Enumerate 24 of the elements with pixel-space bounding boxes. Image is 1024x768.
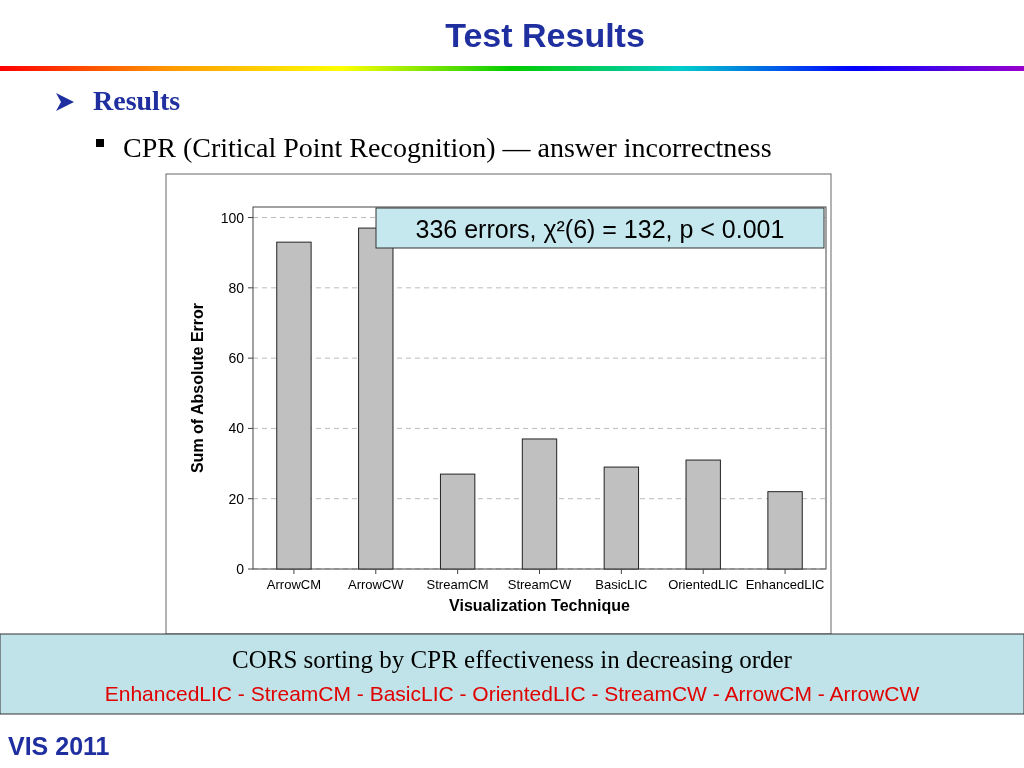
chart-subtitle: Results [93,85,181,116]
x-tick-label: OrientedLIC [668,577,739,592]
text: VIS 2011 [8,732,110,760]
annotation: 336 errors, χ²(6) = 132, p < 0.001 [415,215,785,243]
x-tick-label: EnhancedLIC [745,577,825,592]
x-axis-title: Visualization Technique [449,597,630,614]
text: CORS sorting by CPR effectiveness in decreasing order [232,646,793,673]
x-tick-label: BasicLIC [595,577,648,592]
text: EnhancedLIC - StreamCM - BasicLIC - OrientedLIC - StreamCW - ArrowCM - ArrowCW [104,682,920,705]
chart-title: Test Results [445,16,645,54]
y-tick-label: 0 [236,561,245,577]
y-tick-label: 100 [220,209,245,226]
y-tick-label: 20 [228,490,245,507]
x-tick-label: StreamCW [507,577,573,592]
y-tick-label: 40 [228,420,245,437]
text: CPR (Critical Point Recognition) — answer incorrectness [123,132,772,163]
x-tick-label: StreamCM [426,577,489,592]
y-tick-label: 60 [228,350,245,367]
bar [439,473,476,570]
y-tick-label: 80 [228,279,245,296]
x-tick-label: ArrowCW [347,577,405,592]
y-axis-title: Sum of Absolute Error [189,302,206,474]
bar [521,438,558,570]
x-tick-label: ArrowCM [266,577,322,592]
